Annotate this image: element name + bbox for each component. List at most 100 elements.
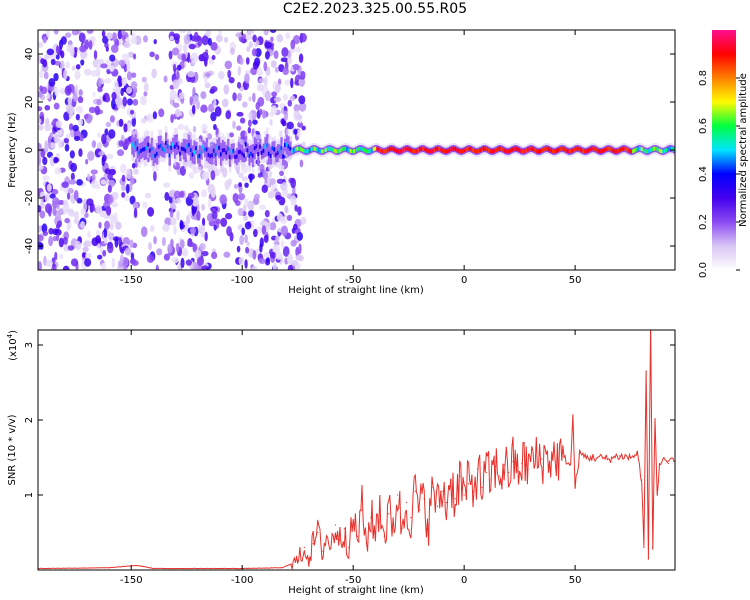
noise-speckle [261, 109, 267, 120]
signal-core [351, 149, 354, 154]
signal-core [489, 149, 493, 154]
signal-core [409, 148, 413, 153]
noise-speckle [191, 104, 196, 115]
signal-core [599, 149, 603, 154]
noise-speckle [144, 192, 152, 199]
signal-core [591, 146, 594, 151]
signal-core [331, 147, 335, 152]
noise-speckle [244, 73, 250, 84]
noise-speckle [290, 77, 294, 89]
signal-core [441, 148, 445, 153]
noise-speckle [97, 77, 102, 88]
noise-speckle [263, 76, 268, 87]
noise-speckle [282, 67, 289, 76]
noise-speckle [227, 69, 232, 79]
signal-core [457, 148, 461, 153]
noise-speckle [179, 219, 184, 230]
noise-speckle [213, 123, 217, 131]
noise-speckle [290, 177, 297, 189]
noise-speckle [277, 78, 282, 86]
signal-core [612, 148, 615, 153]
snr-data-point [459, 475, 461, 477]
signal-core [502, 147, 505, 152]
noise-speckle [83, 240, 92, 248]
noise-speckle [63, 137, 70, 144]
noise-speckle [260, 220, 267, 227]
noise-speckle [38, 261, 42, 270]
signal-core [594, 147, 598, 152]
noise-speckle [64, 217, 71, 224]
noise-speckle [56, 129, 63, 136]
noise-speckle [74, 211, 79, 221]
signal-core [282, 154, 285, 159]
noise-speckle [130, 81, 138, 90]
noise-speckle [269, 251, 277, 259]
noise-speckle [258, 257, 266, 265]
snr-data-point [441, 490, 443, 492]
noise-speckle [87, 114, 93, 121]
signal-core [486, 147, 489, 152]
noise-speckle [207, 37, 212, 46]
signal-core [479, 148, 482, 153]
noise-speckle [126, 108, 131, 116]
signal-core [164, 140, 168, 145]
noise-speckle [151, 68, 157, 79]
signal-core [642, 148, 645, 153]
noise-speckle [164, 191, 170, 201]
noise-speckle [131, 116, 137, 127]
noise-speckle [210, 41, 218, 51]
snr-data-point [325, 535, 328, 537]
noise-speckle [204, 76, 208, 85]
signal-core [539, 149, 543, 154]
spectrogram-x-label: Height of straight line (km) [288, 285, 424, 296]
signal-core [633, 148, 637, 153]
x-tick-label: 0 [461, 575, 467, 586]
signal-core [333, 148, 337, 153]
signal-core [204, 147, 207, 152]
signal-core [211, 153, 214, 158]
noise-speckle [64, 85, 72, 96]
noise-speckle [131, 162, 136, 169]
noise-speckle [74, 84, 79, 94]
signal-core [381, 149, 384, 154]
noise-speckle [169, 208, 174, 218]
signal-core [193, 150, 196, 155]
snr-data-point [445, 501, 447, 504]
noise-speckle [282, 246, 290, 257]
noise-speckle [75, 113, 80, 121]
snr-data-point [343, 528, 345, 530]
noise-speckle [247, 173, 255, 180]
noise-speckle [84, 68, 92, 76]
signal-core [147, 142, 150, 147]
signal-core [477, 149, 480, 154]
noise-speckle [38, 225, 42, 233]
signal-core [257, 152, 260, 157]
noise-speckle [253, 228, 258, 238]
noise-speckle [121, 184, 126, 192]
signal-core [605, 147, 608, 152]
noise-speckle [280, 240, 285, 248]
signal-core [202, 144, 205, 149]
noise-speckle [129, 195, 136, 205]
noise-speckle [69, 150, 75, 159]
noise-speckle [280, 225, 289, 237]
noise-speckle [161, 236, 166, 247]
noise-speckle [121, 174, 126, 183]
signal-core [628, 148, 631, 153]
noise-speckle [116, 149, 125, 157]
noise-speckle [235, 32, 243, 38]
noise-speckle [201, 52, 209, 62]
snr-data-point [499, 475, 501, 477]
noise-speckle [38, 156, 41, 165]
signal-core [500, 146, 503, 151]
signal-core [496, 147, 500, 152]
noise-speckle [263, 30, 269, 36]
noise-speckle [96, 142, 103, 150]
signal-core [275, 152, 278, 157]
noise-speckle [42, 230, 49, 237]
signal-core [445, 149, 448, 154]
signal-core [310, 147, 313, 152]
signal-core [209, 154, 212, 159]
snr-data-point [392, 524, 394, 526]
noise-speckle [170, 204, 177, 210]
